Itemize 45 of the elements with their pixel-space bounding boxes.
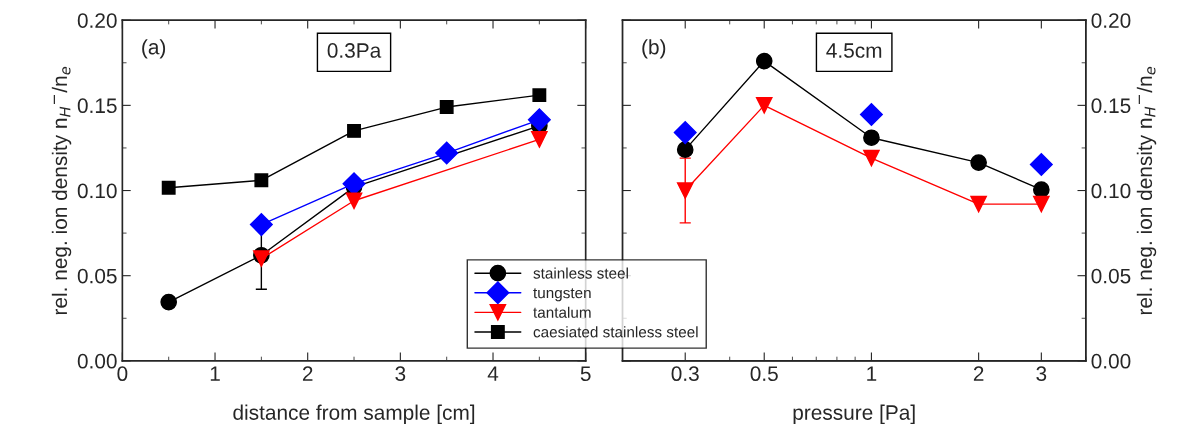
point <box>532 88 547 103</box>
point <box>435 141 459 165</box>
y2-axis-title: rel. neg. ion density n$_{H}$$^{−}$/n$_{e}$ <box>1136 66 1157 315</box>
point <box>345 192 363 210</box>
annotation: (b) <box>642 39 666 59</box>
legend-label: tantalum <box>533 306 591 318</box>
y-tick-label: 0.05 <box>77 268 117 284</box>
point <box>253 250 270 267</box>
annotation: (a) <box>142 39 166 59</box>
point <box>527 108 551 132</box>
x-tick-label: 0.3 <box>671 366 699 382</box>
x-tick-label: 3 <box>395 366 406 382</box>
y-axis-title: rel. neg. ion density n$_{H}$$^{−}$/n$_{e}$ <box>51 66 72 315</box>
x-tick-label: 4 <box>487 366 499 381</box>
x-tick-label: 3 <box>1036 366 1047 382</box>
y2-tick-label: 0.10 <box>1091 183 1131 199</box>
legend-label: caesiated stainless steel <box>533 326 698 338</box>
x-tick-label: 2 <box>302 366 313 381</box>
y-tick-label: 0.00 <box>77 353 117 369</box>
x-tick-label: 1 <box>210 366 220 381</box>
point <box>160 293 178 311</box>
x-tick-label: 1 <box>867 366 877 381</box>
y2-tick-label: 0.20 <box>1091 13 1131 28</box>
y2-tick-label: 0.05 <box>1091 268 1131 284</box>
point <box>249 213 273 237</box>
point <box>531 131 548 148</box>
x-tick-label: 0.5 <box>750 366 778 382</box>
y-tick-label: 0.10 <box>77 183 117 199</box>
legend-label: stainless steel <box>533 267 628 279</box>
legend-label: tungsten <box>533 288 591 302</box>
y-tick-label: 0.15 <box>77 98 117 114</box>
point <box>161 180 176 195</box>
y-tick-label: 0.20 <box>77 13 117 28</box>
x-axis-title: distance from sample [cm] <box>233 404 475 424</box>
x-axis-title: pressure [Pa] <box>793 404 915 424</box>
point <box>347 123 361 138</box>
annotation: 4.5cm <box>826 43 882 58</box>
y2-tick-label: 0.00 <box>1091 353 1131 369</box>
point <box>439 100 454 115</box>
x-tick-label: 2 <box>973 366 984 381</box>
x-tick-label: 5 <box>580 366 591 382</box>
x-tick-label: 0 <box>117 366 128 382</box>
point <box>254 173 269 188</box>
y2-tick-label: 0.15 <box>1091 98 1131 114</box>
annotation: 0.3Pa <box>327 43 382 58</box>
